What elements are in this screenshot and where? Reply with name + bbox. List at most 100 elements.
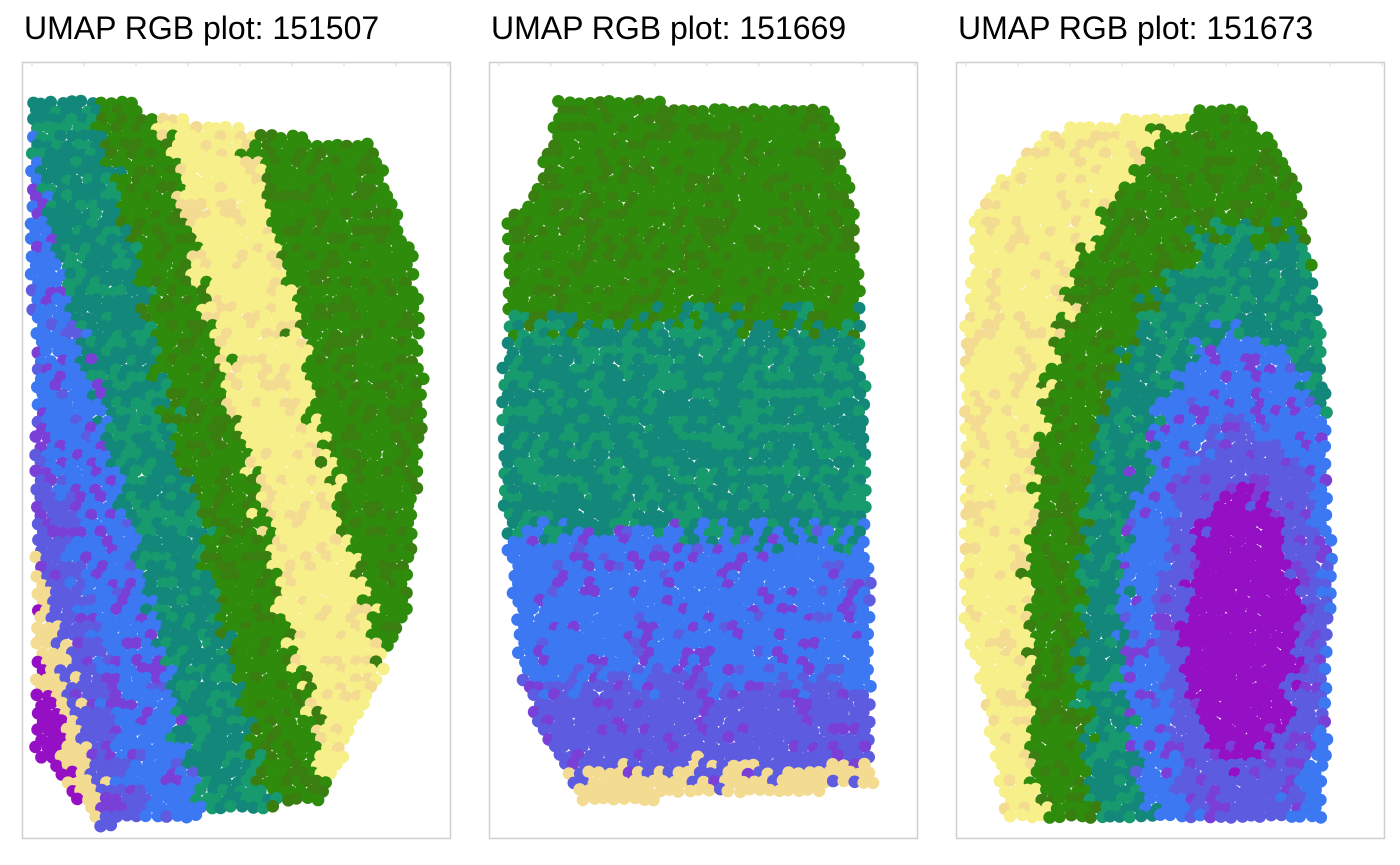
umap-spot — [104, 422, 118, 436]
umap-spot — [229, 224, 243, 237]
umap-spot — [335, 421, 349, 435]
umap-spot — [851, 353, 865, 367]
umap-spot — [806, 310, 820, 324]
umap-spot — [209, 670, 223, 684]
umap-spot — [194, 782, 207, 796]
umap-spot — [698, 326, 711, 340]
umap-spot — [817, 534, 830, 547]
umap-spot — [718, 551, 731, 564]
umap-spot — [160, 810, 173, 823]
umap-spot — [344, 664, 358, 677]
umap-spot — [56, 233, 69, 246]
umap-spot — [737, 258, 750, 271]
umap-spot — [60, 551, 73, 564]
umap-spot — [96, 112, 109, 125]
umap-spot — [741, 129, 754, 142]
umap-spot — [631, 524, 645, 538]
umap-spot — [309, 327, 323, 341]
umap-spot — [25, 284, 39, 297]
umap-spot — [74, 199, 88, 213]
umap-spot — [265, 474, 278, 487]
umap-spot — [678, 516, 692, 530]
umap-spot — [130, 225, 144, 238]
umap-spot — [587, 138, 601, 152]
umap-spot — [327, 456, 340, 470]
umap-spot — [370, 534, 383, 547]
umap-spot — [658, 155, 671, 168]
umap-spot — [522, 301, 535, 315]
umap-spot — [712, 456, 726, 469]
umap-spot — [841, 387, 855, 400]
umap-spot — [274, 163, 288, 176]
umap-spot — [77, 129, 90, 142]
umap-spot — [221, 637, 234, 650]
umap-spot — [562, 559, 575, 573]
umap-spot — [394, 354, 408, 367]
umap-spot — [602, 576, 616, 589]
umap-spot — [364, 198, 377, 212]
umap-spot — [135, 593, 149, 607]
umap-spot — [516, 292, 529, 306]
umap-spot — [532, 422, 546, 435]
umap-spot — [159, 258, 173, 271]
umap-spot — [336, 318, 350, 332]
umap-spot — [759, 498, 772, 512]
umap-spot — [71, 792, 84, 806]
umap-spot — [59, 499, 73, 512]
umap-spot — [214, 181, 228, 195]
umap-spot — [135, 302, 148, 316]
umap-spot — [629, 156, 642, 169]
umap-spot — [648, 276, 661, 290]
umap-spot — [406, 301, 420, 314]
umap-spot — [199, 723, 212, 736]
umap-spot — [852, 301, 866, 315]
umap-spot — [219, 120, 232, 134]
umap-spot — [224, 800, 237, 813]
umap-spot — [115, 319, 128, 332]
umap-spot — [89, 154, 103, 168]
umap-spot — [326, 249, 340, 263]
umap-spot — [105, 233, 119, 246]
umap-spot — [623, 560, 636, 574]
umap-spot — [214, 801, 227, 815]
umap-spot — [817, 413, 830, 426]
umap-spot — [551, 249, 564, 263]
umap-spot — [201, 482, 214, 496]
umap-spot — [156, 577, 170, 590]
umap-spot — [623, 266, 636, 280]
umap-spot — [639, 413, 652, 427]
umap-spot — [222, 430, 235, 444]
umap-spot — [546, 309, 559, 323]
umap-spot — [827, 122, 840, 135]
umap-spot — [204, 645, 218, 659]
umap-spot — [230, 378, 244, 392]
umap-spot — [269, 637, 282, 651]
umap-spot — [256, 801, 270, 815]
umap-spot — [773, 473, 787, 487]
umap-spot — [265, 731, 278, 745]
umap-spot — [174, 456, 188, 469]
umap-spot — [746, 567, 760, 581]
umap-spot — [319, 189, 333, 202]
umap-spot — [818, 223, 831, 237]
umap-spot — [842, 421, 856, 435]
umap-spot — [350, 413, 364, 426]
umap-spot — [129, 688, 143, 702]
umap-spot — [120, 103, 133, 116]
umap-spot — [414, 388, 427, 402]
umap-spot — [80, 619, 94, 633]
umap-spot — [355, 525, 369, 538]
umap-spot — [236, 508, 249, 521]
umap-spot — [300, 671, 314, 684]
umap-spot — [300, 551, 313, 564]
umap-spot — [626, 103, 640, 117]
umap-spot — [771, 456, 784, 469]
umap-spot — [557, 173, 571, 186]
umap-spot — [594, 370, 607, 384]
umap-spot — [165, 180, 178, 194]
umap-spot — [528, 378, 541, 392]
umap-spot — [49, 585, 63, 599]
umap-spot — [135, 198, 148, 211]
umap-spot — [507, 293, 520, 306]
umap-spot — [537, 499, 551, 513]
